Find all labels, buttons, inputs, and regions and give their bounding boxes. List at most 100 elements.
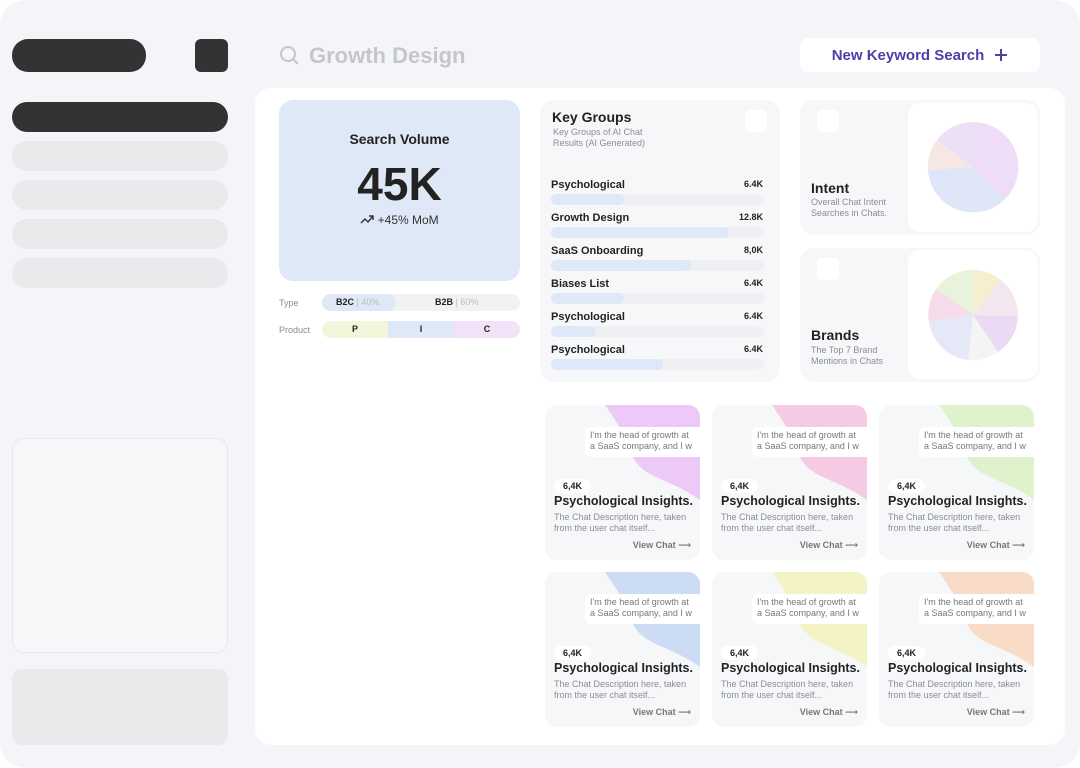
row-value: 6.4K [743, 278, 763, 288]
pie-panel [908, 250, 1038, 379]
chat-description: The Chat Description here, taken from th… [888, 512, 1021, 533]
chat-title: Psychological Insights. [888, 494, 1027, 508]
link-label: View Chat [632, 540, 676, 550]
row-bar [551, 326, 596, 337]
chat-count: 6,4K [554, 479, 592, 493]
view-chat-link[interactable]: View Chat ⟶ [632, 707, 691, 717]
chat-quote: I'm the head of growth at a SaaS company… [752, 427, 867, 457]
view-chat-link[interactable]: View Chat ⟶ [966, 707, 1025, 717]
product-segment: C [454, 321, 520, 338]
chat-icon[interactable] [817, 258, 839, 280]
card-title: Key Groups [552, 109, 632, 125]
chat-card[interactable]: I'm the head of growth at a SaaS company… [712, 405, 867, 560]
chat-description: The Chat Description here, taken from th… [888, 679, 1021, 700]
row-bar [551, 359, 663, 370]
type-label: Type [279, 298, 299, 308]
chat-title: Psychological Insights. [721, 494, 860, 508]
row-label: SaaS Onboarding [551, 245, 644, 257]
view-chat-link[interactable]: View Chat ⟶ [632, 540, 691, 550]
intent-pie [927, 121, 1019, 213]
row-bar [551, 194, 624, 205]
page-title: Growth Design [309, 43, 466, 68]
product-label: Product [279, 325, 311, 335]
card-description: The Top 7 Brand Mentions in Chats [811, 345, 884, 366]
view-chat-link[interactable]: View Chat ⟶ [799, 540, 858, 550]
chat-description: The Chat Description here, taken from th… [554, 679, 687, 700]
row-label: Growth Design [551, 212, 630, 224]
chat-title: Psychological Insights. [554, 494, 693, 508]
card-description: Key Groups of AI Chat Results (AI Genera… [553, 127, 646, 148]
card-description: Overall Chat Intent Searches in Chats. [811, 197, 888, 218]
chat-card[interactable]: I'm the head of growth at a SaaS company… [712, 572, 867, 727]
chat-quote: I'm the head of growth at a SaaS company… [752, 594, 867, 624]
menu-button[interactable] [195, 39, 228, 72]
chat-description: The Chat Description here, taken from th… [721, 512, 854, 533]
nav-item[interactable] [12, 180, 228, 210]
row-value: 6.4K [743, 179, 763, 189]
nav-item[interactable] [12, 258, 228, 288]
segment-name: B2C [336, 297, 355, 307]
chat-count: 6,4K [721, 646, 759, 660]
chat-title: Psychological Insights. [554, 661, 693, 675]
type-bar: B2C | 40% B2B | 60% [322, 294, 520, 311]
view-chat-link[interactable]: View Chat ⟶ [966, 540, 1025, 550]
chat-quote: I'm the head of growth at a SaaS company… [919, 594, 1034, 624]
card-title: Brands [811, 327, 860, 343]
brands-card: Brands The Top 7 Brand Mentions in Chats [800, 248, 1040, 382]
row-label: Psychological [551, 311, 625, 323]
chat-description: The Chat Description here, taken from th… [554, 512, 687, 533]
chat-quote: I'm the head of growth at a SaaS company… [585, 427, 700, 457]
chat-quote: I'm the head of growth at a SaaS company… [919, 427, 1034, 457]
chat-count: 6,4K [554, 646, 592, 660]
search-icon [280, 46, 299, 65]
chat-title: Psychological Insights. [721, 661, 860, 675]
link-label: View Chat [799, 540, 843, 550]
row-value: 6.4K [743, 344, 763, 354]
search-volume-card: Search Volume 45K +45% MoM [279, 100, 520, 281]
link-label: View Chat [799, 707, 843, 717]
chat-icon[interactable] [817, 110, 839, 132]
nav-item[interactable] [12, 141, 228, 171]
chat-card[interactable]: I'm the head of growth at a SaaS company… [545, 405, 700, 560]
brands-pie [928, 269, 1019, 361]
chat-quote: I'm the head of growth at a SaaS company… [585, 594, 700, 624]
row-label: Psychological [551, 344, 625, 356]
chat-count: 6,4K [721, 479, 759, 493]
plus-icon [995, 49, 1008, 61]
chat-count: 6,4K [888, 479, 926, 493]
segment-name: B2B [435, 297, 454, 307]
row-bar [551, 260, 691, 271]
card-title: Search Volume [349, 131, 450, 147]
chat-card[interactable]: I'm the head of growth at a SaaS company… [545, 572, 700, 727]
chat-card[interactable]: I'm the head of growth at a SaaS company… [879, 572, 1034, 727]
chat-icon[interactable] [745, 110, 767, 132]
link-label: View Chat [632, 707, 676, 717]
link-label: View Chat [966, 707, 1010, 717]
link-label: View Chat [966, 540, 1010, 550]
row-value: 12.8K [738, 212, 763, 222]
row-label: Psychological [551, 179, 625, 191]
row-value: 6.4K [743, 311, 763, 321]
nav-item-active[interactable] [12, 102, 228, 132]
new-search-button[interactable]: New Keyword Search [800, 38, 1040, 72]
row-bar-track [551, 326, 764, 337]
row-bar-track [551, 293, 764, 304]
chat-count: 6,4K [888, 646, 926, 660]
row-label: Biases List [551, 278, 610, 290]
view-chat-link[interactable]: View Chat ⟶ [799, 707, 858, 717]
volume-value: 45K [357, 158, 442, 210]
row-bar [551, 227, 729, 238]
row-value: 8,0K [743, 245, 763, 255]
nav-item[interactable] [12, 219, 228, 249]
segment-share: 60% [460, 297, 479, 307]
volume-change: +45% MoM [377, 213, 439, 227]
segment-share: 40% [361, 297, 380, 307]
row-bar-track [551, 194, 764, 205]
card-title: Intent [811, 180, 850, 196]
chat-card[interactable]: I'm the head of growth at a SaaS company… [879, 405, 1034, 560]
product-segment: P [322, 321, 388, 338]
row-bar [551, 293, 624, 304]
logo-placeholder [12, 39, 146, 72]
sidebar-footer [12, 669, 228, 745]
